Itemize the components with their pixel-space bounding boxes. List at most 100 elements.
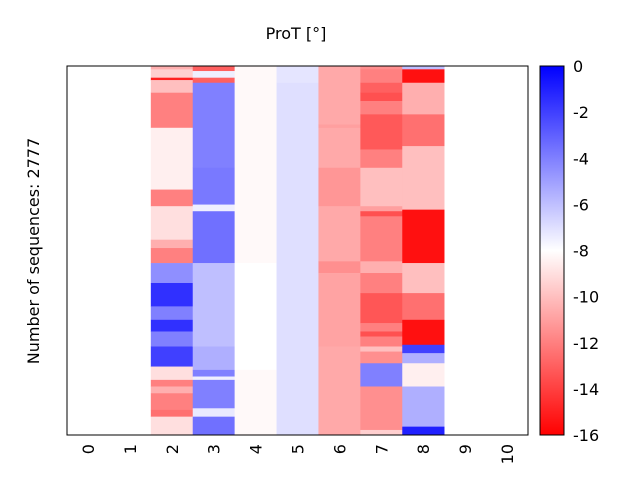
colorbar-tick-label: -4 — [573, 149, 589, 168]
heatmap-cell-col-8 — [402, 363, 445, 387]
heatmap-cell-col-4 — [234, 369, 277, 436]
heatmap-cell-col-4 — [234, 263, 277, 371]
heatmap-cell-col-2 — [150, 346, 194, 367]
heatmap-cell-col-7 — [360, 206, 403, 212]
heatmap-cell-col-2 — [150, 66, 194, 70]
heatmap-cell-col-3 — [192, 346, 235, 371]
heatmap-cell-col-2 — [150, 80, 194, 93]
heatmap-cell-col-2 — [150, 77, 194, 81]
colorbar-tick-label: -6 — [573, 195, 589, 214]
heatmap-cell-col-6 — [318, 273, 361, 347]
heatmap-cell-col-2 — [150, 69, 194, 78]
heatmap-cell-col-2 — [150, 263, 194, 284]
heatmap-cell-col-6 — [318, 261, 361, 274]
heatmap-cells — [150, 66, 445, 436]
heatmap-cell-col-2 — [150, 127, 194, 190]
heatmap-cell-col-8 — [402, 69, 445, 84]
heatmap-cell-col-5 — [276, 82, 319, 436]
heatmap-cell-col-7 — [360, 101, 403, 115]
colorbar-tick-label: -16 — [573, 426, 599, 445]
heatmap-cell-col-8 — [402, 209, 445, 264]
heatmap-cell-col-7 — [360, 429, 403, 436]
heatmap-cell-col-8 — [402, 114, 445, 147]
heatmap-cell-col-7 — [360, 216, 403, 262]
x-tick-labels: 0 1 2 3 4 5 6 7 8 9 10 — [79, 444, 517, 464]
heatmap-cell-col-7 — [360, 66, 403, 70]
heatmap-cell-col-5 — [276, 66, 319, 84]
heatmap-cell-col-3 — [192, 379, 235, 409]
heatmap-cell-col-2 — [150, 189, 194, 207]
x-tick-label: 10 — [498, 444, 517, 464]
heatmap-cell-col-7 — [360, 323, 403, 332]
colorbar-tick-label: 0 — [573, 57, 583, 76]
heatmap-cell-col-7 — [360, 336, 403, 347]
heatmap-cell-col-2 — [150, 306, 194, 321]
heatmap-cell-col-2 — [150, 386, 194, 394]
x-tick-label: 4 — [247, 444, 266, 454]
plot-frame — [66, 65, 529, 436]
heatmap-cell-col-2 — [150, 379, 194, 387]
y-axis-label: Number of sequences: 2777 — [24, 138, 43, 365]
heatmap-cell-col-8 — [402, 146, 445, 210]
x-tick-label: 8 — [414, 444, 433, 454]
heatmap-cell-col-8 — [402, 426, 445, 436]
colorbar — [539, 65, 565, 436]
heatmap-cell-col-3 — [192, 416, 235, 436]
colorbar-tick-labels: 0 -2 -4 -6 -8 -10 -12 -14 -16 — [573, 57, 599, 445]
heatmap-cell-col-8 — [402, 386, 445, 427]
heatmap-cell-col-2 — [150, 393, 194, 411]
heatmap-cell-col-7 — [360, 211, 403, 217]
x-tick-label: 1 — [121, 444, 140, 454]
heatmap-cell-col-2 — [150, 331, 194, 347]
heatmap-cell-col-8 — [402, 344, 445, 354]
heatmap-cell-col-7 — [360, 114, 403, 150]
x-tick-label: 2 — [163, 444, 182, 454]
heatmap-cell-col-3 — [192, 71, 235, 78]
heatmap-cell-col-7 — [360, 293, 403, 324]
heatmap-cell-col-2 — [150, 248, 194, 264]
heatmap-cell-col-7 — [360, 82, 403, 94]
heatmap-cell-col-2 — [150, 319, 194, 332]
x-tick-label: 0 — [79, 444, 98, 454]
heatmap-cell-col-8 — [402, 293, 445, 321]
heatmap-cell-col-7 — [360, 69, 403, 84]
heatmap-cell-col-3 — [192, 66, 235, 72]
heatmap-cell-col-7 — [360, 167, 403, 207]
colorbar-tick-label: -12 — [573, 334, 599, 353]
heatmap-cell-col-6 — [318, 167, 361, 207]
x-tick-label: 5 — [289, 444, 308, 454]
heatmap-cell-col-3 — [192, 369, 235, 377]
heatmap-cell-col-3 — [192, 204, 235, 212]
heatmap-cell-col-7 — [360, 149, 403, 169]
colorbar-tick-label: -10 — [573, 288, 599, 307]
heatmap-cell-col-6 — [318, 206, 361, 262]
colorbar-tick-label: -14 — [573, 380, 599, 399]
heatmap-cell-col-2 — [150, 366, 194, 381]
heatmap-cell-col-8 — [402, 263, 445, 294]
chart-title: ProT [°] — [266, 24, 327, 43]
heatmap-cell-col-2 — [150, 409, 194, 417]
heatmap-cell-col-6 — [318, 346, 361, 436]
heatmap-cell-col-8 — [402, 66, 445, 70]
heatmap-cell-col-7 — [360, 273, 403, 294]
heatmap-cell-col-2 — [150, 206, 194, 240]
heatmap-cell-col-3 — [192, 167, 235, 205]
heatmap-cell-col-7 — [360, 331, 403, 337]
heatmap-cell-col-8 — [402, 353, 445, 364]
x-tick-label: 6 — [330, 444, 349, 454]
heatmap-cell-col-6 — [318, 124, 361, 129]
colorbar-tick-label: -2 — [573, 103, 589, 122]
heatmap-cell-col-2 — [150, 239, 194, 249]
heatmap-cell-col-2 — [150, 416, 194, 436]
heatmap-cell-col-7 — [360, 346, 403, 352]
colorbar-tick-label: -8 — [573, 242, 589, 261]
heatmap-cell-col-7 — [360, 363, 403, 387]
heatmap-cell-col-3 — [192, 82, 235, 169]
heatmap-cell-col-2 — [150, 92, 194, 129]
heatmap-cell-col-6 — [318, 66, 361, 125]
heatmap-cell-col-3 — [192, 211, 235, 264]
heatmap-cell-col-3 — [192, 376, 235, 381]
heatmap-cell-col-4 — [234, 66, 277, 264]
heatmap-cell-col-8 — [402, 319, 445, 346]
